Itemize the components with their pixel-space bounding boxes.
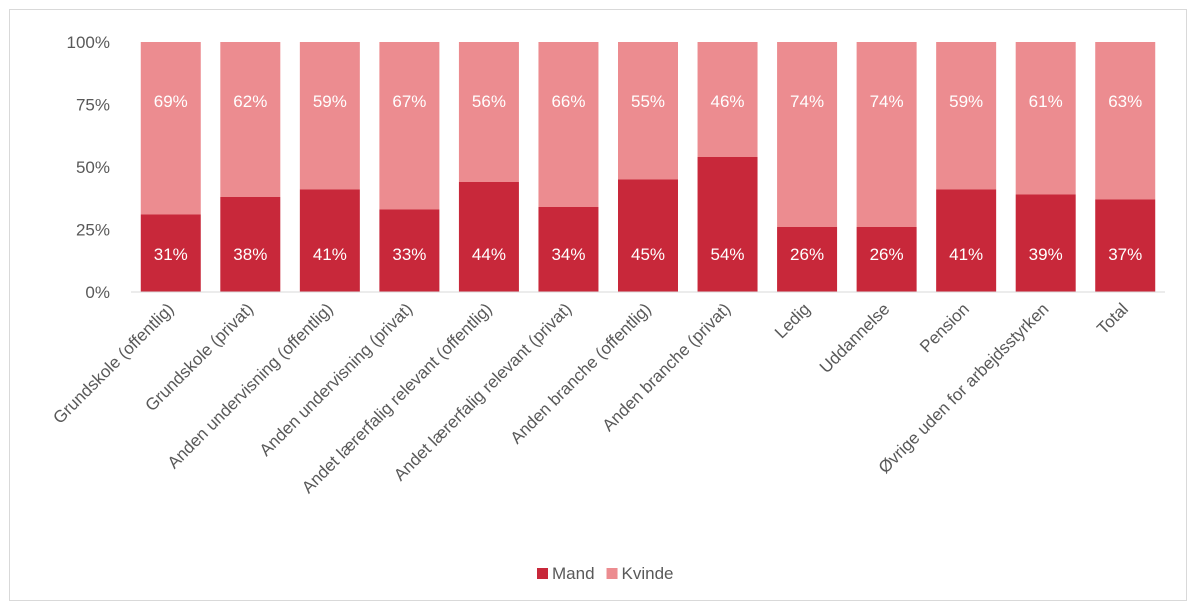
legend-swatch-kvinde (606, 568, 618, 579)
data-label: 44% (472, 245, 506, 264)
data-label: 56% (472, 92, 506, 111)
data-label: 37% (1108, 245, 1142, 264)
data-label: 26% (790, 245, 824, 264)
stacked-bar-chart: 0% 25% 50% 75% 100% 31% 69% 38% 62% 41% 59% 33% 67%… (49, 33, 1165, 583)
bar-kvinde (936, 42, 997, 190)
bar-kvinde (856, 42, 917, 227)
data-label: 41% (313, 245, 347, 264)
bar-mand (379, 209, 440, 292)
data-label: 61% (1029, 92, 1063, 111)
bar-mand (1015, 194, 1076, 292)
data-label: 34% (551, 245, 585, 264)
data-label: 33% (392, 245, 426, 264)
x-category-label: Anden undervisning (privat) (256, 299, 416, 459)
data-label: 59% (313, 92, 347, 111)
legend-label-mand: Mand (552, 564, 595, 583)
bar-kvinde (1095, 42, 1156, 200)
data-label: 74% (790, 92, 824, 111)
bar-kvinde (220, 42, 281, 197)
y-tick-label: 25% (76, 221, 110, 240)
y-axis: 0% 25% 50% 75% 100% (67, 33, 110, 302)
bar-mand (299, 189, 360, 292)
bar-mand (856, 227, 917, 292)
bar-kvinde (697, 42, 758, 157)
data-label: 59% (949, 92, 983, 111)
bar-kvinde (538, 42, 599, 207)
legend: Mand Kvinde (537, 564, 674, 583)
bar-kvinde (140, 42, 201, 215)
y-tick-label: 50% (76, 158, 110, 177)
data-label: 54% (711, 245, 745, 264)
bar-kvinde (618, 42, 678, 180)
data-label: 63% (1108, 92, 1142, 111)
data-label: 38% (233, 245, 267, 264)
legend-swatch-mand (537, 568, 548, 579)
x-category-label: Øvrige uden for arbejdsstyrken (875, 299, 1053, 477)
bar-mand (936, 189, 997, 292)
y-tick-label: 100% (67, 33, 110, 52)
bar-mand (697, 157, 758, 292)
bar-kvinde (299, 42, 360, 190)
x-category-label: Anden undervisning (offentlig) (164, 299, 337, 472)
bar-mand (618, 179, 678, 292)
data-label: 46% (711, 92, 745, 111)
y-tick-label: 0% (85, 283, 110, 302)
bar-mand (140, 214, 201, 292)
data-label: 74% (870, 92, 904, 111)
y-tick-label: 75% (76, 96, 110, 115)
legend-label-kvinde: Kvinde (622, 564, 674, 583)
bars (140, 42, 1156, 292)
chart-frame: 0% 25% 50% 75% 100% 31% 69% 38% 62% 41% 59% 33% 67%… (9, 9, 1187, 601)
data-label: 45% (631, 245, 665, 264)
x-category-label: Anden branche (offentlig) (507, 299, 655, 447)
x-category-label: Uddannelse (816, 299, 894, 377)
x-category-label: Ledig (771, 299, 814, 342)
x-category-label: Pension (916, 299, 973, 356)
x-axis: Grundskole (offentlig)Grundskole (privat… (49, 291, 1165, 497)
data-label: 39% (1029, 245, 1063, 264)
bar-mand (538, 207, 599, 292)
data-label: 69% (154, 92, 188, 111)
bar-mand (1095, 199, 1156, 292)
bar-kvinde (1015, 42, 1076, 195)
bar-mand (458, 182, 519, 292)
data-labels: 31% 69% 38% 62% 41% 59% 33% 67% 44% 56% 34% 66% 45% 5… (154, 92, 1142, 264)
data-label: 55% (631, 92, 665, 111)
data-label: 41% (949, 245, 983, 264)
x-category-label: Anden branche (privat) (599, 299, 735, 435)
x-category-label: Total (1093, 299, 1132, 338)
data-label: 62% (233, 92, 267, 111)
bar-kvinde (379, 42, 440, 210)
data-label: 67% (392, 92, 426, 111)
bar-kvinde (458, 42, 519, 182)
bar-mand (220, 197, 281, 292)
data-label: 26% (870, 245, 904, 264)
bar-mand (777, 227, 838, 292)
data-label: 66% (551, 92, 585, 111)
bar-kvinde (777, 42, 838, 227)
data-label: 31% (154, 245, 188, 264)
